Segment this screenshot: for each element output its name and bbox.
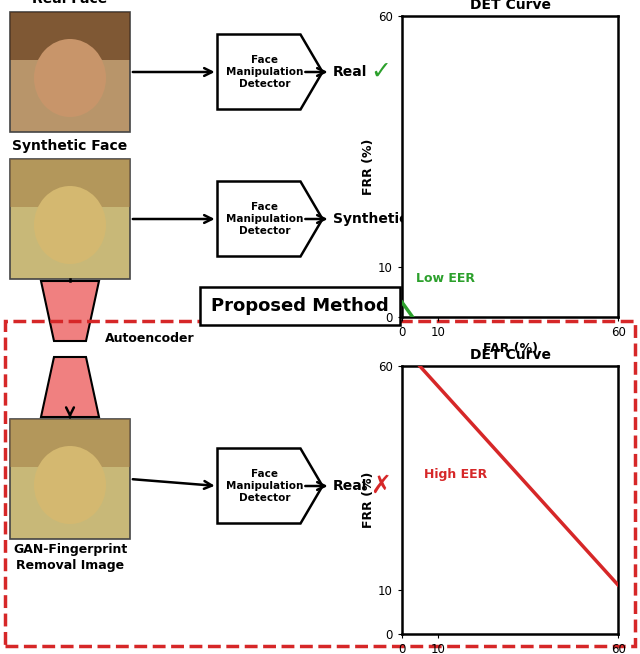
Text: GAN-Fingerprint
Removal Image: GAN-Fingerprint Removal Image — [13, 543, 127, 572]
Text: Autoencoder: Autoencoder — [105, 332, 195, 345]
Text: Real Face: Real Face — [33, 0, 108, 6]
Y-axis label: FRR (%): FRR (%) — [362, 139, 375, 195]
Text: Synthetic: Synthetic — [333, 212, 407, 226]
Text: ✗: ✗ — [371, 474, 392, 498]
Polygon shape — [41, 357, 99, 417]
Text: Synthetic Face: Synthetic Face — [12, 139, 127, 153]
Text: Low EER: Low EER — [417, 272, 476, 285]
Ellipse shape — [34, 446, 106, 524]
Text: Real: Real — [333, 65, 367, 79]
Ellipse shape — [34, 39, 106, 117]
Polygon shape — [218, 449, 323, 523]
Text: ✓: ✓ — [403, 207, 424, 231]
Bar — [10, 12, 130, 132]
Polygon shape — [41, 281, 99, 341]
Bar — [10, 159, 130, 279]
FancyBboxPatch shape — [200, 287, 400, 325]
Text: High EER: High EER — [424, 468, 487, 481]
Text: Face
Manipulation
Detector: Face Manipulation Detector — [226, 470, 303, 503]
Bar — [10, 419, 130, 467]
Bar — [5, 321, 635, 646]
Bar — [10, 159, 130, 207]
Polygon shape — [218, 35, 323, 109]
Polygon shape — [218, 182, 323, 256]
Text: Proposed Method: Proposed Method — [211, 297, 389, 315]
Bar — [10, 12, 130, 60]
Y-axis label: FRR (%): FRR (%) — [362, 472, 375, 528]
Text: Face
Manipulation
Detector: Face Manipulation Detector — [226, 56, 303, 88]
X-axis label: FAR (%): FAR (%) — [483, 342, 538, 355]
Bar — [10, 419, 130, 539]
Title: DET Curve: DET Curve — [470, 349, 550, 362]
Title: DET Curve: DET Curve — [470, 0, 550, 12]
Text: Real: Real — [333, 479, 367, 493]
Ellipse shape — [34, 186, 106, 264]
Text: Face
Manipulation
Detector: Face Manipulation Detector — [226, 202, 303, 235]
Text: ✓: ✓ — [371, 60, 392, 84]
